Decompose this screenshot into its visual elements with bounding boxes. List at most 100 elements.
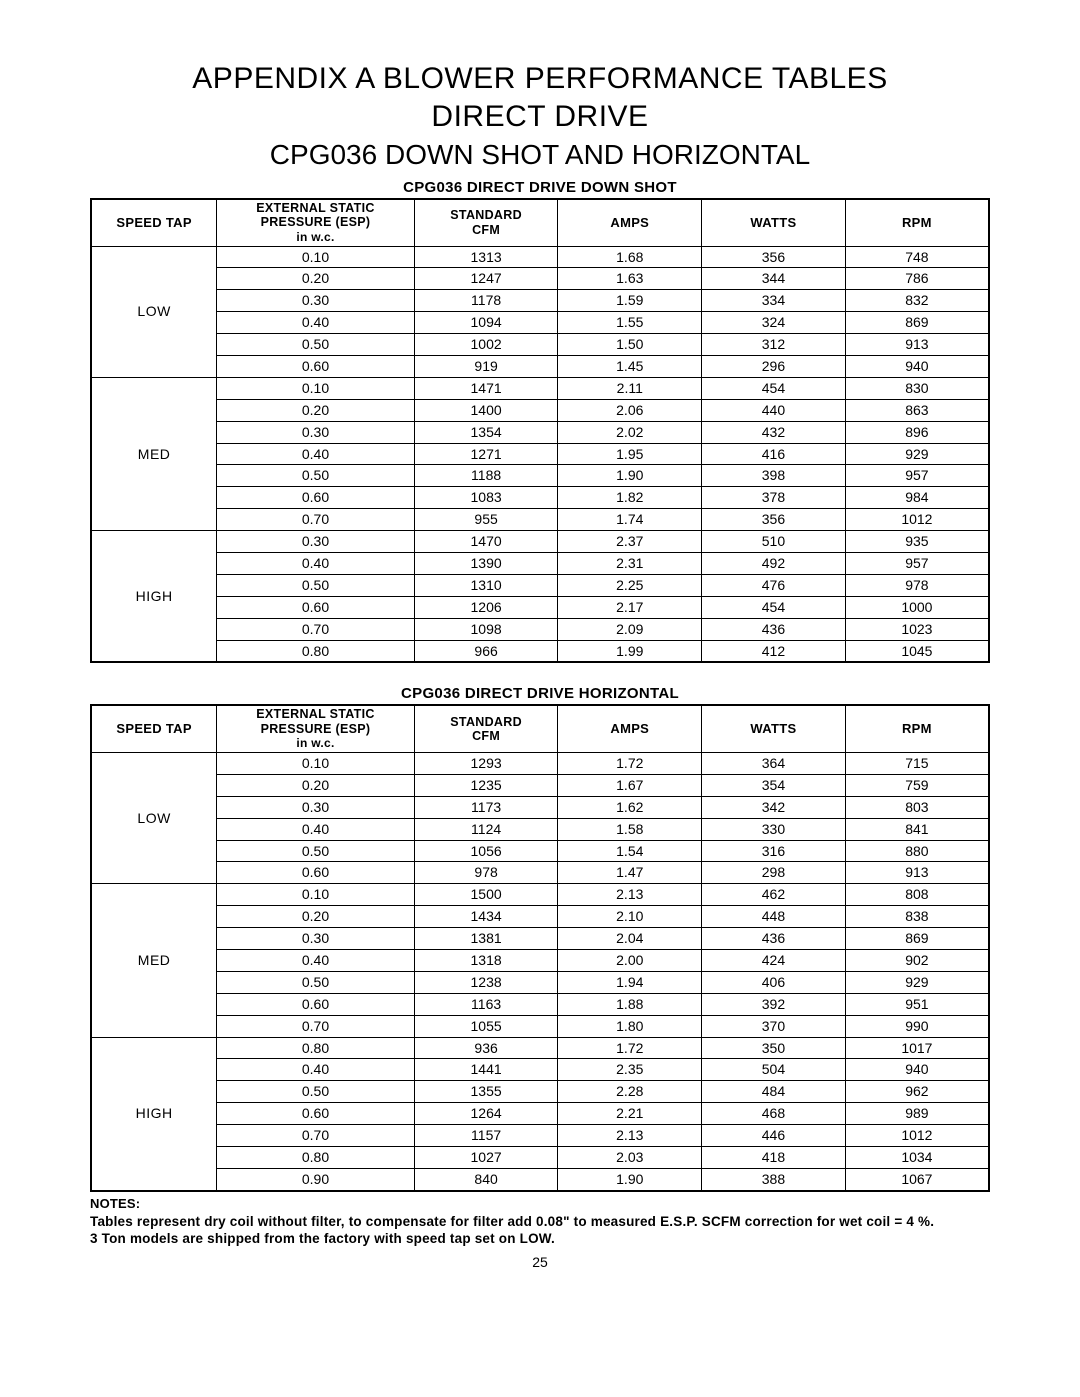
- data-cell: 0.60: [217, 1103, 415, 1125]
- data-cell: 510: [702, 531, 846, 553]
- table-row: 0.7010551.80370990: [91, 1015, 989, 1037]
- data-cell: 0.40: [217, 312, 415, 334]
- table-row: 0.4012711.95416929: [91, 443, 989, 465]
- data-cell: 978: [414, 862, 558, 884]
- data-cell: 432: [702, 421, 846, 443]
- speed-tap-cell: MED: [91, 377, 217, 530]
- data-cell: 1.50: [558, 334, 702, 356]
- speed-tap-cell: LOW: [91, 753, 217, 884]
- data-cell: 0.40: [217, 818, 415, 840]
- data-cell: 1012: [845, 1125, 989, 1147]
- data-cell: 2.13: [558, 1125, 702, 1147]
- data-cell: 1.94: [558, 971, 702, 993]
- data-cell: 0.70: [217, 618, 415, 640]
- table-row: 0.3011781.59334832: [91, 290, 989, 312]
- data-cell: 0.20: [217, 399, 415, 421]
- data-cell: 940: [845, 1059, 989, 1081]
- data-cell: 1.88: [558, 993, 702, 1015]
- data-cell: 990: [845, 1015, 989, 1037]
- data-cell: 759: [845, 774, 989, 796]
- data-cell: 1178: [414, 290, 558, 312]
- data-cell: 880: [845, 840, 989, 862]
- data-cell: 1235: [414, 774, 558, 796]
- data-cell: 1098: [414, 618, 558, 640]
- data-cell: 1264: [414, 1103, 558, 1125]
- data-cell: 1055: [414, 1015, 558, 1037]
- data-cell: 841: [845, 818, 989, 840]
- data-cell: 1238: [414, 971, 558, 993]
- table-row: 0.7010982.094361023: [91, 618, 989, 640]
- data-cell: 436: [702, 928, 846, 950]
- data-cell: 356: [702, 509, 846, 531]
- data-cell: 1434: [414, 906, 558, 928]
- data-cell: 0.30: [217, 421, 415, 443]
- page-title-line2: DIRECT DRIVE: [90, 98, 990, 136]
- col-header-watts: WATTS: [702, 199, 846, 246]
- data-cell: 830: [845, 377, 989, 399]
- table-row: 0.6012642.21468989: [91, 1103, 989, 1125]
- table-row: 0.6010831.82378984: [91, 487, 989, 509]
- data-cell: 378: [702, 487, 846, 509]
- data-cell: 312: [702, 334, 846, 356]
- table-row: MED0.1014712.11454830: [91, 377, 989, 399]
- data-cell: 2.31: [558, 553, 702, 575]
- col-header-watts: WATTS: [702, 705, 846, 752]
- data-cell: 344: [702, 268, 846, 290]
- data-cell: 803: [845, 796, 989, 818]
- data-cell: 1.95: [558, 443, 702, 465]
- table-row: 0.3013542.02432896: [91, 421, 989, 443]
- table-row: 0.2014002.06440863: [91, 399, 989, 421]
- data-cell: 0.70: [217, 509, 415, 531]
- data-cell: 334: [702, 290, 846, 312]
- table-row: 0.5012381.94406929: [91, 971, 989, 993]
- data-cell: 0.50: [217, 465, 415, 487]
- data-cell: 940: [845, 356, 989, 378]
- data-cell: 350: [702, 1037, 846, 1059]
- data-cell: 0.70: [217, 1125, 415, 1147]
- data-cell: 2.11: [558, 377, 702, 399]
- data-cell: 1.45: [558, 356, 702, 378]
- data-cell: 1094: [414, 312, 558, 334]
- data-cell: 0.20: [217, 906, 415, 928]
- table-row: 0.8010272.034181034: [91, 1147, 989, 1169]
- data-cell: 370: [702, 1015, 846, 1037]
- data-cell: 966: [414, 640, 558, 662]
- data-cell: 2.03: [558, 1147, 702, 1169]
- data-cell: 1.80: [558, 1015, 702, 1037]
- data-cell: 418: [702, 1147, 846, 1169]
- col-header-rpm: RPM: [845, 199, 989, 246]
- data-cell: 2.21: [558, 1103, 702, 1125]
- data-cell: 0.60: [217, 356, 415, 378]
- data-cell: 1034: [845, 1147, 989, 1169]
- data-cell: 1206: [414, 596, 558, 618]
- data-cell: 1400: [414, 399, 558, 421]
- table-row: 0.5010021.50312913: [91, 334, 989, 356]
- data-cell: 0.60: [217, 596, 415, 618]
- data-cell: 0.10: [217, 377, 415, 399]
- data-cell: 808: [845, 884, 989, 906]
- data-cell: 454: [702, 377, 846, 399]
- table-row: 0.908401.903881067: [91, 1168, 989, 1190]
- data-cell: 1390: [414, 553, 558, 575]
- data-cell: 913: [845, 334, 989, 356]
- data-cell: 832: [845, 290, 989, 312]
- data-cell: 1470: [414, 531, 558, 553]
- data-cell: 316: [702, 840, 846, 862]
- data-cell: 484: [702, 1081, 846, 1103]
- data-cell: 1441: [414, 1059, 558, 1081]
- data-cell: 296: [702, 356, 846, 378]
- data-cell: 392: [702, 993, 846, 1015]
- tables-container: CPG036 DIRECT DRIVE DOWN SHOTSPEED TAPEX…: [90, 179, 990, 1192]
- data-cell: 1313: [414, 246, 558, 268]
- data-cell: 1.72: [558, 1037, 702, 1059]
- col-header-esp: EXTERNAL STATICPRESSURE (ESP)in w.c.: [217, 199, 415, 246]
- data-cell: 962: [845, 1081, 989, 1103]
- data-cell: 1023: [845, 618, 989, 640]
- data-cell: 476: [702, 574, 846, 596]
- data-cell: 0.50: [217, 840, 415, 862]
- data-cell: 1.90: [558, 1168, 702, 1190]
- notes-line-1: Tables represent dry coil without filter…: [90, 1213, 990, 1231]
- data-cell: 1271: [414, 443, 558, 465]
- data-cell: 863: [845, 399, 989, 421]
- data-cell: 416: [702, 443, 846, 465]
